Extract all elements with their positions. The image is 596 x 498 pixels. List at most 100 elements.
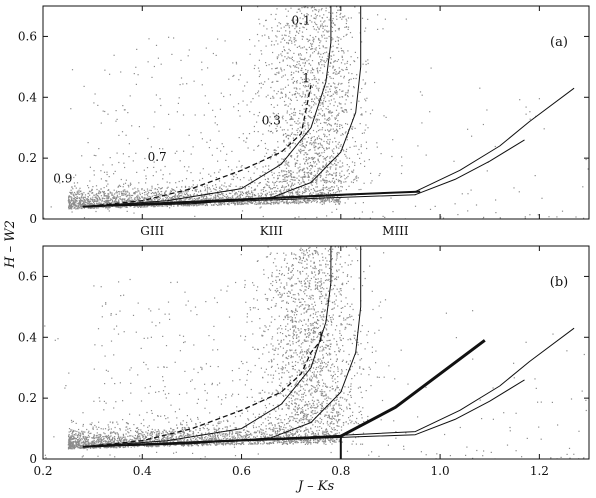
scatter-point <box>322 45 324 47</box>
scatter-point <box>329 88 331 90</box>
scatter-point <box>332 141 334 143</box>
scatter-point <box>278 422 280 424</box>
scatter-point <box>316 131 318 133</box>
scatter-point <box>320 59 322 61</box>
scatter-point <box>316 371 319 373</box>
scatter-point <box>84 200 86 202</box>
scatter-point <box>233 201 235 203</box>
scatter-point <box>341 50 343 52</box>
scatter-point <box>332 12 334 14</box>
scatter-point <box>319 417 321 419</box>
scatter-point <box>262 171 264 173</box>
scatter-point <box>307 7 309 9</box>
scatter-point <box>323 181 326 183</box>
scatter-point <box>273 190 276 192</box>
scatter-point <box>336 12 338 14</box>
scatter-point <box>296 392 298 394</box>
scatter-point <box>319 167 321 169</box>
scatter-point <box>206 190 208 192</box>
scatter-point <box>150 189 152 191</box>
scatter-point <box>116 190 118 192</box>
scatter-point <box>83 199 85 201</box>
scatter-point <box>111 194 113 196</box>
scatter-point <box>299 53 301 55</box>
scatter-point <box>299 30 301 32</box>
scatter-point <box>246 137 248 140</box>
scatter-point <box>337 9 339 11</box>
scatter-point <box>217 195 219 197</box>
scatter-point <box>298 216 300 218</box>
scatter-point <box>314 122 316 124</box>
scatter-point <box>306 259 308 261</box>
scatter-point <box>332 45 334 47</box>
scatter-point <box>414 205 417 207</box>
scatter-point <box>314 157 316 159</box>
scatter-point <box>338 9 340 11</box>
scatter-point <box>317 175 319 178</box>
scatter-point <box>299 112 301 115</box>
scatter-point <box>321 360 323 362</box>
scatter-point <box>333 69 336 71</box>
scatter-point <box>126 190 128 192</box>
scatter-point <box>236 203 239 206</box>
scatter-point <box>319 198 321 200</box>
scatter-point <box>141 189 143 191</box>
scatter-point <box>341 360 343 362</box>
scatter-point <box>255 201 257 203</box>
scatter-point <box>292 326 294 328</box>
scatter-point <box>315 142 317 144</box>
scatter-point <box>108 206 110 208</box>
scatter-point <box>296 80 298 82</box>
scatter-point <box>295 162 297 164</box>
scatter-point <box>120 191 122 193</box>
scatter-point <box>265 62 267 64</box>
scatter-point <box>295 81 298 83</box>
scatter-point <box>313 51 315 53</box>
scatter-point <box>324 129 326 131</box>
scatter-point <box>69 200 71 202</box>
scatter-point <box>96 204 99 206</box>
scatter-point <box>350 78 352 80</box>
scatter-point <box>320 9 322 11</box>
scatter-point <box>329 201 331 203</box>
scatter-point <box>351 365 353 368</box>
scatter-point <box>115 110 117 112</box>
scatter-point <box>162 198 164 200</box>
scatter-point <box>297 200 299 202</box>
scatter-point <box>197 199 199 201</box>
scatter-point <box>188 427 190 429</box>
scatter-point <box>529 214 531 216</box>
scatter-point <box>170 201 172 203</box>
scatter-point <box>88 187 90 189</box>
scatter-point <box>196 188 198 190</box>
scatter-point <box>290 116 292 118</box>
scatter-point <box>338 27 340 29</box>
scatter-point <box>291 319 294 321</box>
scatter-point <box>333 182 335 184</box>
scatter-point <box>128 143 130 145</box>
scatter-point <box>186 83 188 85</box>
scatter-point <box>234 194 236 196</box>
scatter-point <box>157 199 159 201</box>
scatter-point <box>132 194 134 197</box>
scatter-point <box>339 13 341 16</box>
scatter-point <box>310 298 312 300</box>
scatter-point <box>206 192 209 194</box>
scatter-point <box>216 147 218 149</box>
scatter-point <box>289 30 291 32</box>
scatter-point <box>218 202 220 204</box>
scatter-point <box>307 122 309 124</box>
scatter-point <box>268 36 270 38</box>
scatter-point <box>272 181 274 183</box>
scatter-point <box>171 200 173 202</box>
scatter-point <box>228 192 231 194</box>
scatter-point <box>236 193 238 195</box>
scatter-point <box>311 67 313 69</box>
scatter-point <box>286 171 288 173</box>
scatter-point <box>154 111 156 113</box>
scatter-point <box>348 157 351 159</box>
scatter-point <box>177 102 179 104</box>
scatter-point <box>301 139 303 141</box>
scatter-point <box>335 167 337 169</box>
scatter-point <box>329 76 331 78</box>
